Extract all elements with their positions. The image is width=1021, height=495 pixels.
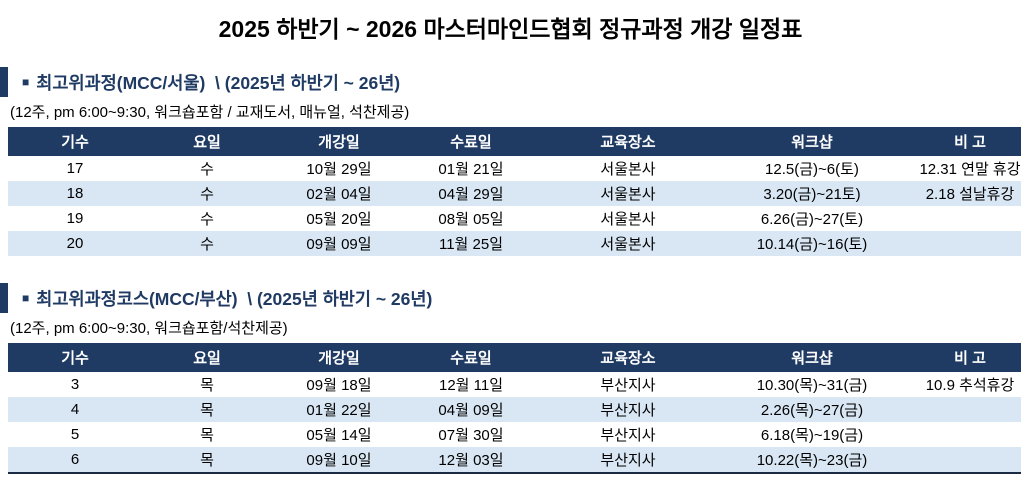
table-cell bbox=[904, 422, 1021, 447]
table-cell: 01월 22일 bbox=[272, 397, 406, 422]
table-cell bbox=[904, 447, 1021, 473]
table-cell: 서울본사 bbox=[536, 181, 720, 206]
table-cell: 12.31 연말 휴강 bbox=[904, 156, 1021, 181]
table-cell: 수 bbox=[142, 156, 272, 181]
section-title: 최고위과정코스(MCC/부산) \ (2025년 하반기 ~ 26년) bbox=[36, 288, 433, 309]
table-cell: 수 bbox=[142, 181, 272, 206]
column-header: 요일 bbox=[142, 127, 272, 156]
table-cell: 목 bbox=[142, 447, 272, 473]
table-cell: 서울본사 bbox=[536, 206, 720, 231]
table-cell: 04월 29일 bbox=[406, 181, 536, 206]
bullet-square-icon: ■ bbox=[22, 75, 30, 89]
table-cell: 05월 14일 bbox=[272, 422, 406, 447]
table-cell: 12월 03일 bbox=[406, 447, 536, 473]
table-row: 3 목 09월 18일 12월 11일 부산지사 10.30(목)~31(금) 10.9 추… bbox=[8, 372, 1021, 397]
header-row: 기수 요일 개강일 수료일 교육장소 워크샵 비 고 bbox=[8, 343, 1021, 372]
section-seoul: ■ 최고위과정(MCC/서울) \ (2025년 하반기 ~ 26년) (12주… bbox=[0, 67, 1021, 256]
table-cell: 19 bbox=[8, 206, 142, 231]
section-heading-seoul: ■ 최고위과정(MCC/서울) \ (2025년 하반기 ~ 26년) bbox=[0, 67, 1021, 97]
section-busan: ■ 최고위과정코스(MCC/부산) \ (2025년 하반기 ~ 26년) (1… bbox=[0, 283, 1021, 474]
column-header: 수료일 bbox=[406, 343, 536, 372]
table-cell: 20 bbox=[8, 231, 142, 256]
table-row: 6 목 09월 10일 12월 03일 부산지사 10.22(목)~23(금) bbox=[8, 447, 1021, 473]
table-cell: 3 bbox=[8, 372, 142, 397]
table-cell: 서울본사 bbox=[536, 231, 720, 256]
column-header: 비 고 bbox=[904, 343, 1021, 372]
section-title: 최고위과정(MCC/서울) \ (2025년 하반기 ~ 26년) bbox=[36, 72, 401, 93]
table-cell bbox=[904, 231, 1021, 256]
table-row: 20 수 09월 09일 11월 25일 서울본사 10.14(금)~16(토) bbox=[8, 231, 1021, 256]
table-row: 4 목 01월 22일 04월 09일 부산지사 2.26(목)~27(금) bbox=[8, 397, 1021, 422]
column-header: 워크샵 bbox=[720, 127, 904, 156]
table-cell bbox=[904, 397, 1021, 422]
table-cell: 17 bbox=[8, 156, 142, 181]
column-header: 개강일 bbox=[272, 343, 406, 372]
table-cell: 2.26(목)~27(금) bbox=[720, 397, 904, 422]
column-header: 개강일 bbox=[272, 127, 406, 156]
column-header: 교육장소 bbox=[536, 127, 720, 156]
table-cell: 07월 30일 bbox=[406, 422, 536, 447]
table-cell: 11월 25일 bbox=[406, 231, 536, 256]
bullet-square-icon: ■ bbox=[22, 291, 30, 305]
column-header: 교육장소 bbox=[536, 343, 720, 372]
column-header: 수료일 bbox=[406, 127, 536, 156]
table-cell: 6.26(금)~27(토) bbox=[720, 206, 904, 231]
table-cell: 01월 21일 bbox=[406, 156, 536, 181]
table-cell: 2.18 설날휴강 bbox=[904, 181, 1021, 206]
table-row: 17 수 10월 29일 01월 21일 서울본사 12.5(금)~6(토) 12.31 연… bbox=[8, 156, 1021, 181]
section-accent-bar bbox=[0, 67, 8, 97]
table-cell: 10.14(금)~16(토) bbox=[720, 231, 904, 256]
table-cell bbox=[904, 206, 1021, 231]
table-cell: 02월 04일 bbox=[272, 181, 406, 206]
table-row: 19 수 05월 20일 08월 05일 서울본사 6.26(금)~27(토) bbox=[8, 206, 1021, 231]
column-header: 워크샵 bbox=[720, 343, 904, 372]
table-cell: 6 bbox=[8, 447, 142, 473]
table-cell: 10.30(목)~31(금) bbox=[720, 372, 904, 397]
table-cell: 10월 29일 bbox=[272, 156, 406, 181]
table-cell: 10.9 추석휴강 bbox=[904, 372, 1021, 397]
table-cell: 09월 09일 bbox=[272, 231, 406, 256]
section-accent-bar bbox=[0, 283, 8, 313]
table-cell: 서울본사 bbox=[536, 156, 720, 181]
table-cell: 수 bbox=[142, 231, 272, 256]
table-cell: 18 bbox=[8, 181, 142, 206]
table-cell: 04월 09일 bbox=[406, 397, 536, 422]
column-header: 기수 bbox=[8, 343, 142, 372]
table-row: 18 수 02월 04일 04월 29일 서울본사 3.20(금)~21토) 2.18 설날… bbox=[8, 181, 1021, 206]
section-heading-busan: ■ 최고위과정코스(MCC/부산) \ (2025년 하반기 ~ 26년) bbox=[0, 283, 1021, 313]
column-header: 기수 bbox=[8, 127, 142, 156]
table-cell: 부산지사 bbox=[536, 447, 720, 473]
table-cell: 수 bbox=[142, 206, 272, 231]
table-cell: 6.18(목)~19(금) bbox=[720, 422, 904, 447]
table-cell: 부산지사 bbox=[536, 372, 720, 397]
section-subtitle: (12주, pm 6:00~9:30, 워크숍포함 / 교재도서, 매뉴얼, 석… bbox=[10, 104, 410, 121]
column-header: 요일 bbox=[142, 343, 272, 372]
page-title: 2025 하반기 ~ 2026 마스터마인드협회 정규과정 개강 일정표 bbox=[218, 16, 803, 42]
table-cell: 목 bbox=[142, 397, 272, 422]
table-cell: 12월 11일 bbox=[406, 372, 536, 397]
table-cell: 4 bbox=[8, 397, 142, 422]
header-row: 기수 요일 개강일 수료일 교육장소 워크샵 비 고 bbox=[8, 127, 1021, 156]
table-cell: 목 bbox=[142, 422, 272, 447]
table-row: 5 목 05월 14일 07월 30일 부산지사 6.18(목)~19(금) bbox=[8, 422, 1021, 447]
table-cell: 목 bbox=[142, 372, 272, 397]
table-cell: 08월 05일 bbox=[406, 206, 536, 231]
table-cell: 3.20(금)~21토) bbox=[720, 181, 904, 206]
table-cell: 05월 20일 bbox=[272, 206, 406, 231]
table-cell: 부산지사 bbox=[536, 422, 720, 447]
schedule-table-busan: 기수 요일 개강일 수료일 교육장소 워크샵 비 고 3 목 09월 18일 12월 11일 부산지사… bbox=[8, 343, 1021, 474]
table-cell: 5 bbox=[8, 422, 142, 447]
section-subtitle: (12주, pm 6:00~9:30, 워크숍포함/석찬제공) bbox=[10, 320, 288, 337]
column-header: 비 고 bbox=[904, 127, 1021, 156]
table-cell: 09월 10일 bbox=[272, 447, 406, 473]
table-cell: 부산지사 bbox=[536, 397, 720, 422]
table-cell: 09월 18일 bbox=[272, 372, 406, 397]
table-cell: 10.22(목)~23(금) bbox=[720, 447, 904, 473]
schedule-table-seoul: 기수 요일 개강일 수료일 교육장소 워크샵 비 고 17 수 10월 29일 01월 21일 서울본… bbox=[8, 127, 1021, 256]
table-cell: 12.5(금)~6(토) bbox=[720, 156, 904, 181]
